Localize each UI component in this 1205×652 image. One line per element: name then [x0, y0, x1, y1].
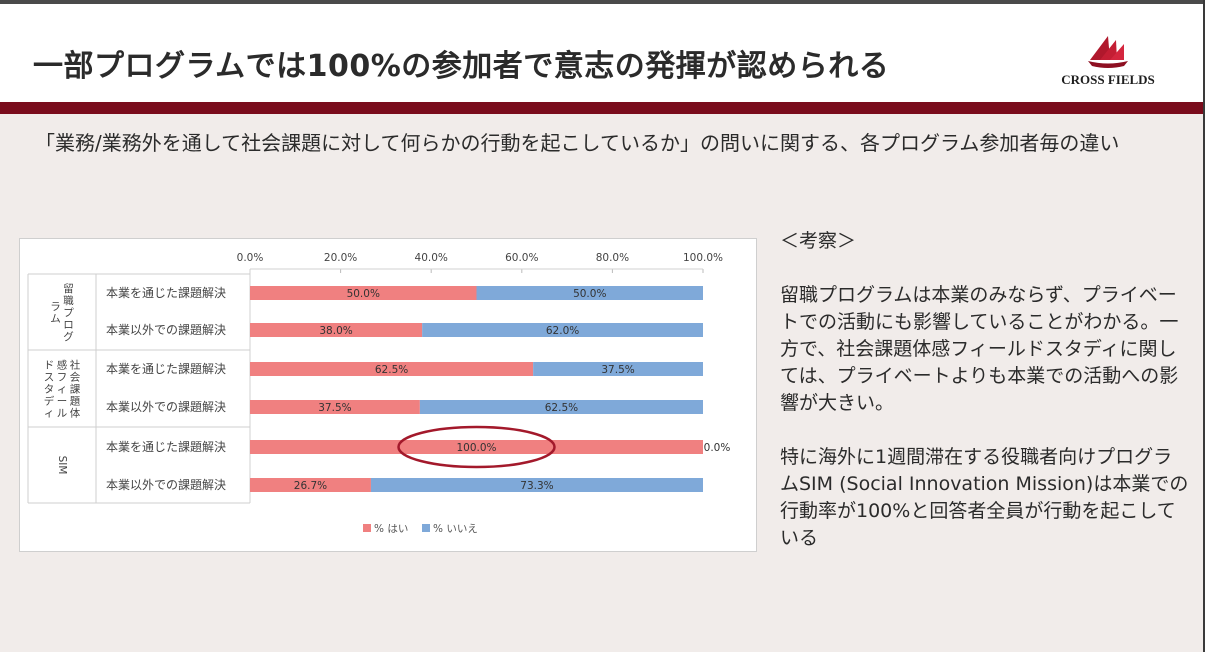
logo-text: CROSS FIELDS: [1061, 72, 1155, 87]
top-border: [0, 0, 1205, 4]
bar-yes: [250, 362, 534, 376]
data-label-yes: 38.0%: [319, 325, 352, 337]
bar-no: [533, 362, 703, 376]
ship-logo-icon: [1088, 36, 1128, 68]
data-label-yes: 37.5%: [318, 402, 351, 414]
data-label-no: 50.0%: [573, 288, 606, 300]
data-label-no: 62.0%: [546, 325, 579, 337]
x-tick-label: 100.0%: [683, 252, 723, 264]
data-label-yes: 26.7%: [294, 480, 327, 492]
group-label-char: ル: [57, 408, 68, 420]
legend-swatch: [363, 524, 371, 532]
subtitle: 「業務/業務外を通して社会課題に対して何らかの行動を起こしているか」の問いに関す…: [35, 131, 1120, 155]
group-label-char: プ: [63, 307, 74, 319]
right-border: [1203, 0, 1205, 652]
group-label-char: 課: [70, 383, 81, 396]
commentary: ＜考察＞ 留職プログラムは本業のみならず、プライベートでの活動にも影響しているこ…: [780, 228, 1190, 579]
group-label-char: ラ: [50, 301, 61, 313]
bar-yes: [250, 440, 703, 454]
header-divider: [0, 102, 1203, 114]
category-label: 本業を通じた課題解決: [106, 361, 226, 376]
data-label-yes: 50.0%: [347, 288, 380, 300]
x-tick-label: 80.0%: [596, 252, 629, 264]
data-label-no: 73.3%: [520, 480, 553, 492]
group-label-char: 題: [70, 396, 81, 408]
legend-label: % いいえ: [433, 523, 478, 535]
group-label-char: 留: [63, 282, 74, 295]
group-label-char: ム: [50, 313, 61, 325]
bar-no: [476, 286, 703, 300]
x-tick-label: 20.0%: [324, 252, 357, 264]
bar-yes: [250, 400, 420, 414]
x-tick-label: 60.0%: [505, 252, 538, 264]
group-label-char: ィ: [57, 384, 68, 396]
group-label-char: 職: [63, 295, 74, 307]
group-label-char: ィ: [44, 408, 55, 420]
group-label-char: タ: [44, 384, 55, 396]
bar-yes: [250, 323, 423, 337]
group-label-char: デ: [44, 395, 55, 408]
group-label-char: 社: [70, 359, 81, 372]
group-label-char: フ: [57, 372, 68, 384]
group-label-char: ド: [44, 360, 55, 372]
bar-no: [370, 478, 703, 492]
data-label-no: 62.5%: [545, 402, 578, 414]
commentary-paragraph-1: 留職プログラムは本業のみならず、プライベートでの活動にも影響していることがわかる…: [780, 284, 1179, 414]
legend-swatch: [422, 524, 430, 532]
commentary-paragraph-2: 特に海外に1週間滞在する役職者向けプログラムSIM (Social Innova…: [780, 446, 1189, 549]
page-title: 一部プログラムでは100%の参加者で意志の発揮が認められる: [33, 49, 890, 84]
group-label-char: ロ: [63, 319, 74, 331]
category-label: 本業以外での課題解決: [106, 477, 226, 492]
group-label-char: グ: [63, 330, 74, 343]
bar-no: [419, 400, 703, 414]
category-label: 本業を通じた課題解決: [106, 439, 226, 454]
data-label-no: 37.5%: [601, 364, 634, 376]
group-label: SIM: [56, 456, 68, 475]
bar-yes: [250, 286, 477, 300]
group-label-char: ス: [44, 372, 55, 384]
highlight-ellipse: [397, 425, 556, 469]
cross-fields-logo: CROSS FIELDS: [1058, 30, 1158, 92]
data-label-no: 0.0%: [704, 442, 731, 454]
category-label: 本業以外での課題解決: [106, 322, 226, 337]
category-label: 本業を通じた課題解決: [106, 285, 226, 300]
group-label-char: ー: [57, 396, 68, 408]
x-tick-label: 0.0%: [237, 252, 264, 264]
data-label-yes: 100.0%: [456, 442, 496, 454]
category-label: 本業以外での課題解決: [106, 399, 226, 414]
commentary-heading: ＜考察＞: [780, 230, 857, 252]
bar-yes: [250, 478, 371, 492]
stacked-bar-chart: 0.0% 20.0% 40.0% 60.0% 80.0% 100.0% 留職プログ ラム社会課…: [27, 252, 731, 535]
data-label-yes: 62.5%: [375, 364, 408, 376]
bar-no: [422, 323, 703, 337]
chart-panel: 0.0% 20.0% 40.0% 60.0% 80.0% 100.0% 留職プログ ラム社会課…: [19, 238, 757, 552]
legend-label: % はい: [374, 523, 408, 535]
x-tick-label: 40.0%: [415, 252, 448, 264]
group-label-char: 体: [70, 408, 81, 420]
group-label-char: 感: [57, 359, 68, 372]
group-label-char: 会: [70, 371, 81, 384]
slide-header: 一部プログラムでは100%の参加者で意志の発揮が認められる CROSS FIEL…: [0, 4, 1203, 102]
